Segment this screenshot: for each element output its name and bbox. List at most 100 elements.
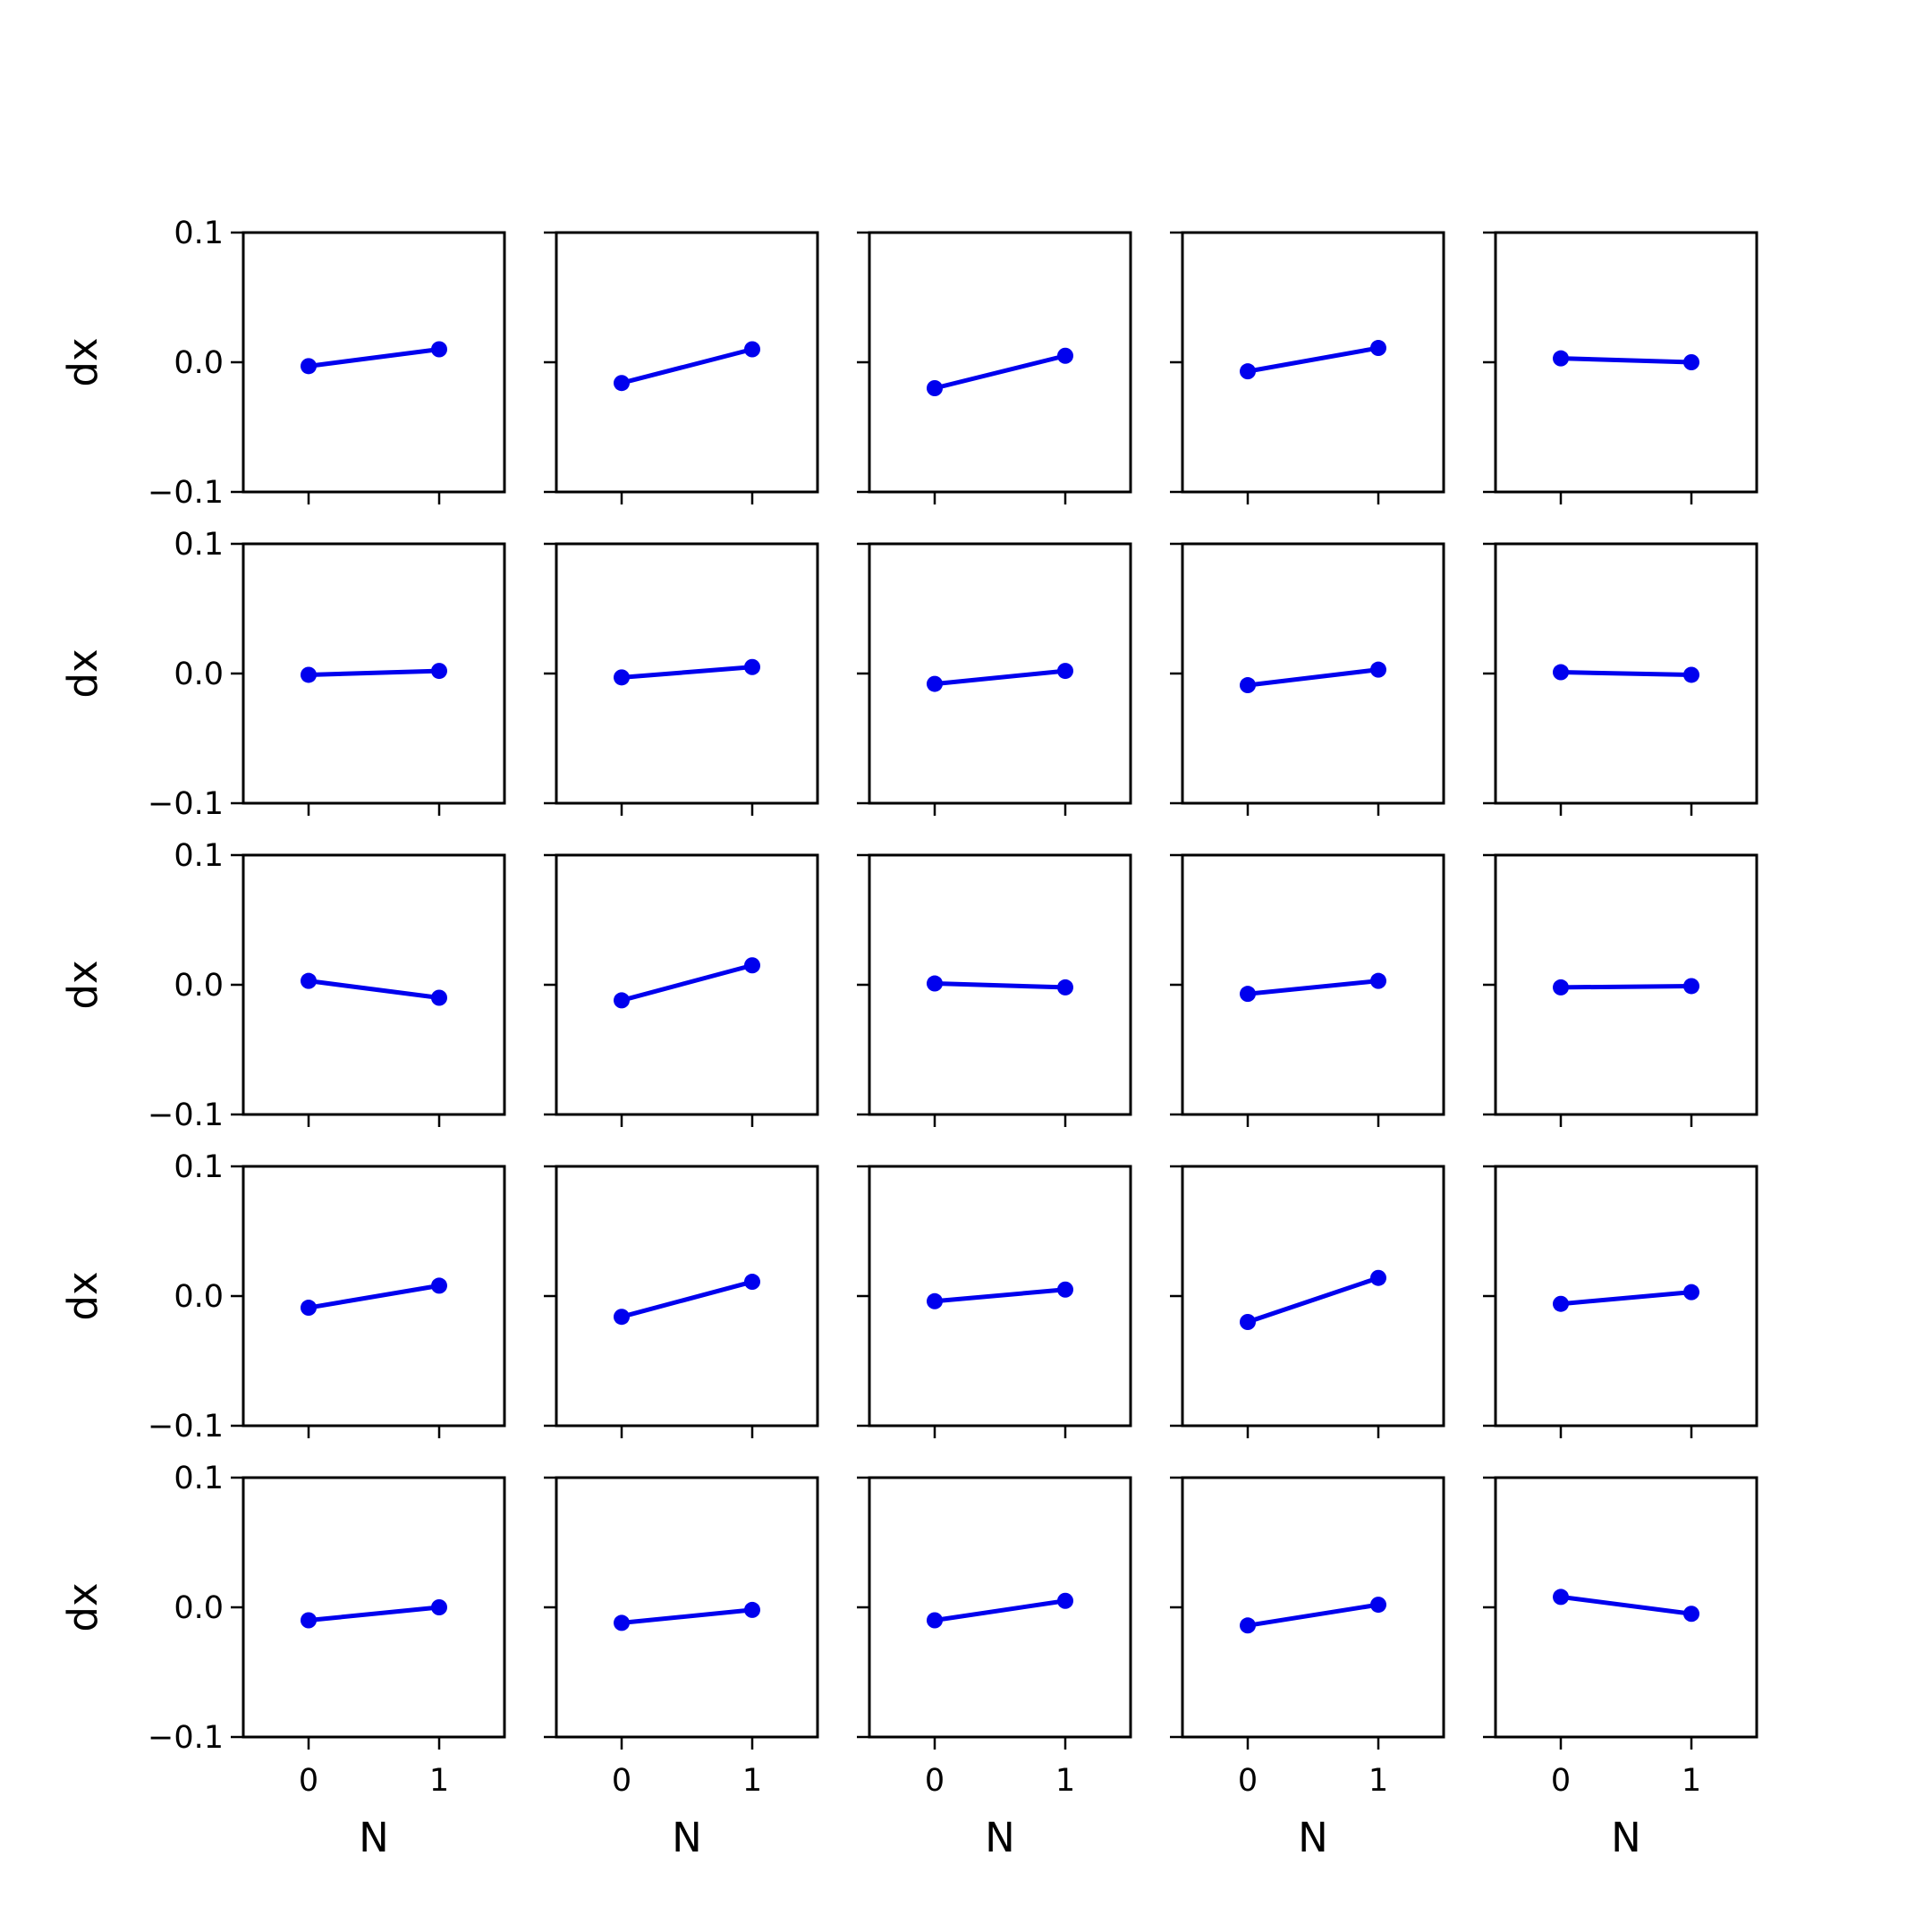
data-point (301, 1300, 317, 1317)
data-point (431, 989, 447, 1006)
x-tick-label: 1 (1368, 1763, 1388, 1799)
data-point (1683, 666, 1699, 683)
data-point (744, 1601, 760, 1618)
y-axis-label: dx (59, 337, 106, 386)
x-axis-label: N (672, 1814, 702, 1861)
data-point (1553, 664, 1569, 681)
y-tick-label: 0.0 (174, 968, 224, 1004)
subplot-r5-c4: 0 1 N (1170, 1476, 1445, 1861)
subplot-r1-c4 (1170, 231, 1445, 504)
subplot-r4-c3 (857, 1165, 1132, 1438)
data-point (614, 669, 630, 686)
series-line (932, 1287, 1068, 1304)
data-point (1370, 1269, 1386, 1286)
y-axis-label: dx (59, 960, 106, 1009)
data-point (1553, 350, 1569, 367)
data-point (431, 341, 447, 358)
subplot-r1-c5 (1483, 231, 1758, 504)
x-tick-label: 0 (925, 1763, 945, 1799)
data-point (614, 375, 630, 392)
data-point (927, 1612, 943, 1629)
y-tick-label: 0.1 (174, 216, 224, 251)
series-line (619, 665, 755, 680)
data-point (301, 358, 317, 375)
data-point (927, 675, 943, 692)
data-point (1240, 986, 1256, 1003)
series-line (1558, 1290, 1694, 1307)
y-axis-label: dx (59, 1271, 106, 1320)
y-tick-label: −0.1 (148, 786, 224, 822)
x-tick-label: 0 (1551, 1763, 1571, 1799)
y-tick-label: 0.1 (174, 1461, 224, 1496)
data-point (1370, 1597, 1386, 1614)
subplot-r4-c1: 0.1 0.0 −0.1 dx (59, 1149, 506, 1445)
subplot-r4-c4 (1170, 1165, 1445, 1438)
subplot-r1-c3 (857, 231, 1132, 504)
data-point (614, 992, 630, 1009)
data-point (1553, 1589, 1569, 1606)
data-point (301, 1612, 317, 1629)
data-point (927, 1292, 943, 1309)
series-line (1558, 1594, 1694, 1616)
data-point (1240, 363, 1256, 380)
data-point (1240, 677, 1256, 694)
data-point (744, 658, 760, 675)
series-line (1558, 356, 1694, 365)
subplot-r2-c1: 0.1 0.0 −0.1 dx (59, 527, 506, 822)
x-tick-label: 1 (429, 1763, 449, 1799)
series-line (306, 668, 442, 677)
data-point (614, 1309, 630, 1326)
series-line (306, 1283, 442, 1310)
series-line (306, 1605, 442, 1623)
data-point (431, 663, 447, 680)
series-line (1245, 1275, 1381, 1325)
data-point (744, 957, 760, 974)
series-line (619, 1279, 755, 1319)
y-tick-label: 0.1 (174, 527, 224, 563)
data-point (1057, 1592, 1073, 1609)
data-point (1370, 661, 1386, 678)
data-point (744, 341, 760, 358)
series-line (1245, 979, 1381, 996)
subplot-r1-c2 (544, 231, 819, 504)
subplot-r5-c5: 0 1 N (1483, 1476, 1758, 1861)
y-tick-label: 0.0 (174, 1279, 224, 1315)
data-point (1683, 1284, 1699, 1301)
series-line (619, 1607, 755, 1625)
subplot-r1-c1: 0.1 0.0 −0.1 dx (59, 216, 506, 511)
data-point (1057, 347, 1073, 364)
subplot-r2-c2 (544, 542, 819, 816)
series-line (1245, 667, 1381, 688)
y-axis-label: dx (59, 648, 106, 698)
x-axis-label: N (359, 1814, 389, 1861)
y-tick-label: −0.1 (148, 1097, 224, 1133)
data-point (927, 975, 943, 992)
y-tick-label: 0.1 (174, 1149, 224, 1185)
y-tick-label: −0.1 (148, 475, 224, 511)
y-tick-label: 0.0 (174, 1590, 224, 1626)
subplot-r3-c5 (1483, 853, 1758, 1127)
subplot-r2-c5 (1483, 542, 1758, 816)
series-line (932, 981, 1068, 990)
data-point (1057, 1281, 1073, 1298)
x-tick-label: 0 (612, 1763, 631, 1799)
series-line (1558, 670, 1694, 677)
series-line (306, 347, 442, 369)
y-tick-label: −0.1 (148, 1720, 224, 1756)
series-line (1245, 345, 1381, 374)
subplot-r5-c1: 0.1 0.0 −0.1 0 1 dx N (59, 1461, 506, 1861)
data-point (1240, 1617, 1256, 1634)
subplot-r5-c2: 0 1 N (544, 1476, 819, 1861)
subplot-r3-c2 (544, 853, 819, 1127)
data-point (744, 1274, 760, 1291)
y-tick-label: 0.0 (174, 345, 224, 381)
x-tick-label: 1 (1055, 1763, 1075, 1799)
y-tick-label: 0.1 (174, 838, 224, 874)
y-axis-label: dx (59, 1582, 106, 1631)
series-line (306, 979, 442, 1000)
subplot-r4-c5 (1483, 1165, 1758, 1438)
series-line (932, 668, 1068, 687)
subplot-r3-c3 (857, 853, 1132, 1127)
series-line (1245, 1602, 1381, 1628)
subplot-r2-c3 (857, 542, 1132, 816)
